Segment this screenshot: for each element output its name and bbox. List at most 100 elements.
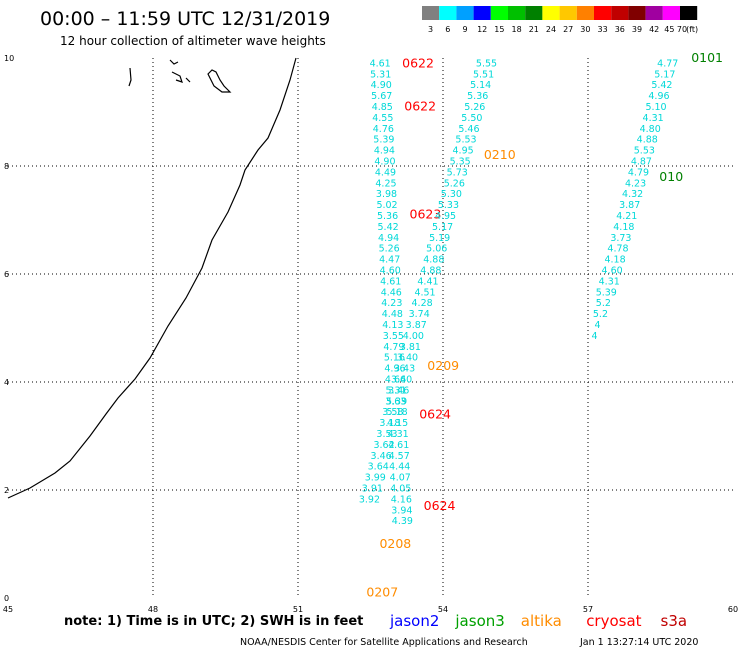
legend-swatch-label: 21	[529, 25, 539, 34]
legend-swatch	[645, 6, 663, 20]
wave-height-value: 4.94	[374, 146, 395, 157]
lat-tick-label: 10	[4, 54, 14, 63]
wave-height-value: 5.50	[461, 113, 482, 124]
wave-height-value: 4.66	[385, 375, 406, 386]
legend-swatch-label: 6	[445, 25, 450, 34]
lat-tick-label: 6	[4, 270, 9, 279]
legend-swatch	[611, 6, 629, 20]
lat-tick-label: 0	[4, 594, 9, 603]
legend-swatch-label: 27	[563, 25, 573, 34]
legend-swatch	[422, 6, 440, 20]
wave-height-value: 4.32	[622, 189, 643, 200]
mission-label: s3a	[661, 612, 688, 630]
pass-time-label: 0623	[410, 207, 442, 222]
lon-tick-label: 45	[3, 605, 13, 614]
pass-time-label: 0624	[424, 498, 456, 513]
wave-height-value: 5.14	[470, 80, 491, 91]
legend-swatch	[508, 6, 526, 20]
altimeter-track: 5.555.515.145.365.265.505.465.534.955.35…	[359, 58, 516, 599]
wave-height-value: 5.55	[476, 58, 497, 69]
pass-time-label: 010	[659, 169, 683, 184]
wave-height-value: 4.31	[599, 276, 620, 287]
islands	[128, 59, 232, 93]
legend-swatch-label: 24	[546, 25, 556, 34]
wave-height-value: 4.78	[607, 244, 628, 255]
wave-height-value: 3.92	[359, 494, 380, 505]
wave-height-value: 5.26	[464, 102, 485, 113]
wave-height-value: 3.46	[371, 451, 392, 462]
lat-tick-label: 4	[4, 378, 9, 387]
legend-swatch	[594, 6, 612, 20]
wave-height-value: 5.19	[429, 233, 450, 244]
wave-height-value: 4.49	[375, 167, 396, 178]
wave-height-value: 4	[592, 331, 598, 342]
wave-height-value: 5.26	[379, 244, 400, 255]
wave-height-value: 4.88	[637, 135, 658, 146]
wave-height-value: 4.80	[640, 124, 661, 135]
wave-height-value: 4.95	[435, 211, 456, 222]
wave-height-value: 3.62	[373, 440, 394, 451]
wave-height-value: 3.74	[409, 309, 430, 320]
wave-height-value: 4.47	[379, 255, 400, 266]
wave-height-value: 5.53	[634, 146, 655, 157]
wave-height-value: 5.10	[645, 102, 666, 113]
wave-height-value: 4.18	[613, 222, 634, 233]
wave-height-value: 3.94	[391, 505, 412, 516]
map-subtitle: 12 hour collection of altimeter wave hei…	[60, 34, 326, 48]
wave-height-value: 4.88	[420, 266, 441, 277]
wave-height-value: 4.51	[414, 287, 435, 298]
wave-height-value: 5.73	[447, 167, 468, 178]
wave-height-value: 3.91	[362, 484, 383, 495]
legend-swatch	[628, 6, 646, 20]
wave-height-value: 3.81	[400, 342, 421, 353]
legend-swatch	[456, 6, 474, 20]
wave-height-value: 3.53	[376, 429, 397, 440]
wave-height-value: 4.79	[383, 342, 404, 353]
mission-legend: jason2 jason3 altika cryosat s3a	[389, 612, 687, 630]
wave-height-value: 4.25	[375, 178, 396, 189]
legend-swatch	[473, 6, 491, 20]
wave-height-value: 5.53	[455, 135, 476, 146]
mission-label: jason2	[389, 612, 439, 630]
pass-time-label: 0101	[691, 50, 723, 65]
pass-time-label: 0208	[379, 536, 411, 551]
wave-height-value: 4.61	[388, 440, 409, 451]
wave-height-value: 3.55	[383, 331, 404, 342]
wave-height-value: 4.61	[380, 276, 401, 287]
wave-height-value: 5.31	[385, 385, 406, 396]
wave-height-value: 5.39	[373, 135, 394, 146]
mission-label: jason3	[454, 612, 504, 630]
legend-swatch-label: 42	[649, 25, 659, 34]
wave-height-value: 4.76	[373, 124, 394, 135]
legend-swatch	[576, 6, 594, 20]
wave-height-value: 4.07	[390, 473, 411, 484]
header: 00:00 – 11:59 UTC 12/31/2019 12 hour col…	[40, 8, 330, 48]
wave-height-value: 4.61	[370, 58, 391, 69]
wave-height-value: 4.48	[382, 309, 403, 320]
wave-height-value: 4.13	[382, 320, 403, 331]
wave-height-value: 3.63	[385, 396, 406, 407]
wave-height-value: 4.21	[616, 211, 637, 222]
legend-swatch	[662, 6, 680, 20]
credit-text: NOAA/NESDIS Center for Satellite Applica…	[240, 637, 528, 648]
wave-height-value: 4.16	[391, 494, 412, 505]
wave-height-value: 4.55	[372, 113, 393, 124]
wave-height-value: 3.58	[382, 407, 403, 418]
legend-swatch-label: 45	[664, 25, 674, 34]
wave-height-value: 4.31	[388, 429, 409, 440]
wave-height-value: 5.42	[378, 222, 399, 233]
legend-swatch-label: 12	[477, 25, 487, 34]
lat-tick-label: 8	[4, 162, 9, 171]
legend-swatch	[490, 6, 508, 20]
wave-height-value: 4.94	[378, 233, 399, 244]
wave-height-value: 5.2	[596, 298, 611, 309]
wave-height-value: 4.23	[381, 298, 402, 309]
wave-height-value: 4.15	[387, 418, 408, 429]
wave-height-value: 5.26	[444, 178, 465, 189]
wave-height-value: 5.16	[384, 353, 405, 364]
footer: note: 1) Time is in UTC; 2) SWH is in fe…	[64, 612, 698, 648]
legend-swatch	[525, 6, 543, 20]
pass-time-label: 0624	[419, 406, 451, 421]
wave-height-value: 4.96	[384, 364, 405, 375]
wave-height-value: 3.73	[610, 233, 631, 244]
